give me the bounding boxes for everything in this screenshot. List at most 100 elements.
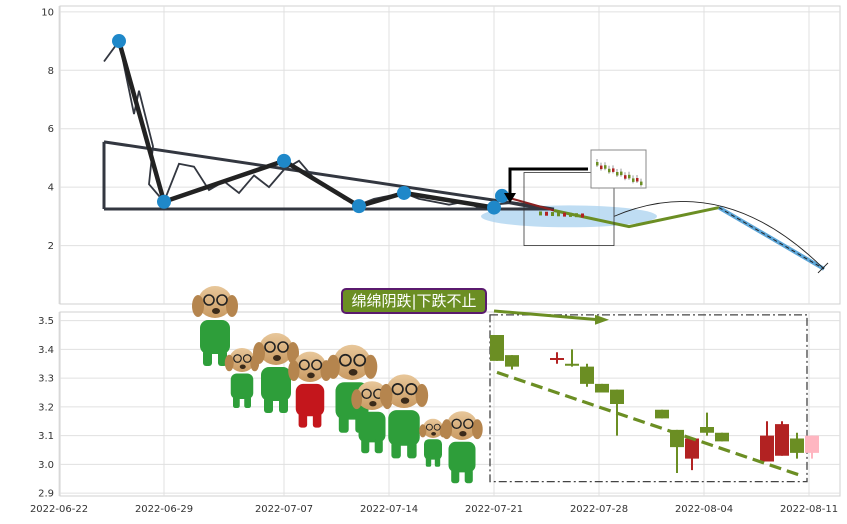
pivot-marker xyxy=(277,153,291,168)
dog-nose xyxy=(369,401,377,407)
dog-head xyxy=(198,286,232,318)
dog-glasses xyxy=(425,423,433,431)
inset-body xyxy=(616,172,619,176)
dog-leg xyxy=(434,457,441,467)
dog-head xyxy=(386,374,422,408)
dog-ear xyxy=(441,419,453,440)
dog-ear xyxy=(224,354,234,372)
dog-leg xyxy=(233,396,240,408)
dashdot-box xyxy=(489,314,808,483)
dog-ear xyxy=(288,360,300,382)
top-series-group xyxy=(102,34,829,274)
dog-nose xyxy=(239,364,246,369)
candle-body xyxy=(790,438,804,453)
inset-body xyxy=(620,171,623,176)
dog-leg xyxy=(312,412,322,428)
inset-body xyxy=(612,168,615,172)
x-tick-label: 2022-07-21 xyxy=(465,504,523,515)
dog-ear xyxy=(415,383,429,407)
mini-candle xyxy=(569,212,572,217)
annotation-arrow xyxy=(493,309,600,322)
candle-body xyxy=(670,429,684,448)
dog-ear xyxy=(253,342,265,364)
mini-candle xyxy=(545,211,548,216)
top-y-tick-label: 10 xyxy=(41,7,54,18)
candle-body xyxy=(715,432,729,442)
dog-glasses xyxy=(463,418,474,430)
top-panel: 2 4 6 8 10 xyxy=(41,5,841,305)
dog-glasses xyxy=(242,354,252,363)
dog-nose xyxy=(459,431,467,437)
dog-glasses xyxy=(277,341,289,353)
dog-glasses xyxy=(405,383,418,396)
dog-mascot-icon xyxy=(419,418,447,467)
dog-leg xyxy=(203,350,212,366)
top-y-tick-label: 2 xyxy=(48,241,54,252)
dog-nose xyxy=(212,308,220,314)
inset-box xyxy=(590,149,647,189)
dog-leg xyxy=(338,415,349,433)
x-tick-label: 2022-08-11 xyxy=(780,504,838,515)
dog-glasses xyxy=(298,359,310,371)
mini-candlestick-inset-icon xyxy=(596,159,643,187)
forecast-tail-dash xyxy=(718,207,825,270)
dog-body xyxy=(295,383,325,417)
dog-leg xyxy=(407,441,417,459)
inset-body xyxy=(624,175,627,179)
candle-body xyxy=(580,366,594,384)
x-tick-label: 2022-07-28 xyxy=(570,504,628,515)
dog-glasses xyxy=(233,354,242,363)
candle-body xyxy=(595,383,609,393)
dog-leg xyxy=(464,468,473,484)
candle-body xyxy=(565,363,579,366)
dog-leg xyxy=(264,397,273,413)
inset-body xyxy=(636,178,639,182)
candle-body xyxy=(610,389,624,404)
dog-head xyxy=(422,418,444,438)
inset-body xyxy=(628,174,631,179)
pivot-marker xyxy=(487,200,501,215)
top-y-tick-label: 4 xyxy=(48,183,54,194)
annotation-group: 绵绵阴跌|下跌不止 xyxy=(341,288,609,325)
dog-leg xyxy=(361,438,370,454)
bottom-y-tick-label: 3.0 xyxy=(38,460,54,471)
dog-glasses xyxy=(216,294,228,306)
dog-head xyxy=(229,348,255,372)
dog-ear xyxy=(287,342,299,364)
dog-glasses xyxy=(361,388,372,400)
x-tick-label: 2022-07-14 xyxy=(360,504,418,515)
dog-nose xyxy=(273,355,281,361)
dog-ear xyxy=(351,389,363,410)
dog-mascot-icon xyxy=(224,348,260,408)
bottom-y-tick-label: 3.1 xyxy=(38,431,54,442)
dog-leg xyxy=(298,412,308,428)
dog-head xyxy=(446,411,478,440)
dog-body xyxy=(388,410,420,446)
mini-candle xyxy=(563,212,566,217)
dog-glasses xyxy=(264,341,276,353)
top-y-tick-label: 6 xyxy=(48,124,54,135)
dog-head xyxy=(333,344,371,380)
bottom-y-tick-label: 3.4 xyxy=(38,345,54,356)
dog-nose xyxy=(307,372,315,379)
channel-line xyxy=(103,140,555,211)
candle-body xyxy=(700,427,714,433)
annotation-box xyxy=(341,288,487,314)
dog-body xyxy=(448,441,476,473)
dog-ear xyxy=(326,354,340,379)
pivot-marker xyxy=(352,199,366,214)
candle-body xyxy=(490,335,504,361)
zoom-box xyxy=(523,172,615,246)
dog-glasses xyxy=(353,353,367,367)
inset-body xyxy=(596,162,599,166)
dog-leg xyxy=(244,396,251,408)
dog-nose xyxy=(348,369,358,376)
dog-body xyxy=(230,373,254,399)
x-tick-label: 2022-08-04 xyxy=(675,504,733,515)
zigzag-line xyxy=(116,40,495,210)
dog-ear xyxy=(471,419,483,440)
dog-body xyxy=(200,320,230,354)
inset-arrowhead xyxy=(504,193,516,203)
bottom-y-tick-label: 2.9 xyxy=(38,489,54,500)
